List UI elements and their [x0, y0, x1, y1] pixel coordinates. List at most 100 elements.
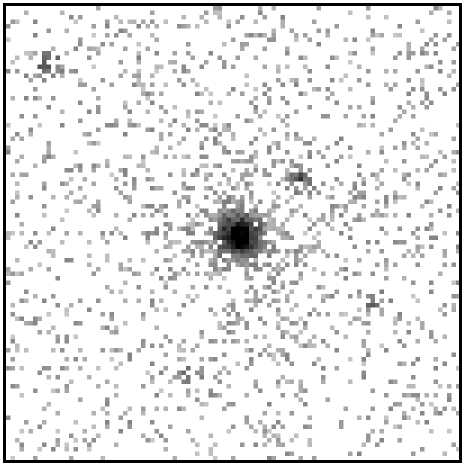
- pixel: [55, 55, 60, 60]
- pixel: [415, 69, 420, 74]
- pixel: [127, 19, 132, 24]
- pixel: [154, 24, 159, 29]
- pixel: [294, 393, 299, 398]
- pixel: [145, 109, 150, 114]
- pixel: [6, 145, 11, 150]
- pixel: [285, 136, 290, 141]
- pixel: [231, 339, 236, 344]
- pixel: [186, 69, 191, 74]
- pixel: [442, 406, 447, 411]
- pixel: [199, 163, 204, 168]
- pixel: [267, 87, 272, 92]
- pixel: [249, 285, 254, 290]
- pixel: [186, 249, 191, 254]
- pixel: [397, 24, 402, 29]
- pixel: [447, 397, 452, 402]
- pixel: [141, 163, 146, 168]
- pixel: [397, 424, 402, 429]
- pixel: [357, 451, 362, 456]
- pixel: [253, 267, 258, 272]
- pixel: [78, 100, 83, 105]
- pixel: [10, 303, 15, 308]
- pixel: [267, 222, 272, 227]
- pixel: [307, 343, 312, 348]
- pixel: [222, 352, 227, 357]
- pixel: [406, 181, 411, 186]
- pixel: [28, 429, 33, 434]
- pixel: [10, 231, 15, 236]
- pixel: [316, 28, 321, 33]
- pixel: [226, 312, 231, 317]
- pixel: [208, 262, 213, 267]
- pixel: [280, 226, 285, 231]
- pixel: [60, 348, 65, 353]
- pixel: [222, 208, 227, 213]
- pixel: [289, 213, 294, 218]
- pixel: [393, 321, 398, 326]
- pixel: [199, 253, 204, 258]
- pixel: [451, 46, 456, 51]
- pixel: [253, 253, 258, 258]
- pixel: [294, 172, 299, 177]
- pixel: [276, 267, 281, 272]
- pixel: [321, 217, 326, 222]
- pixel: [420, 411, 425, 416]
- pixel: [42, 204, 47, 209]
- pixel: [298, 379, 303, 384]
- pixel: [213, 190, 218, 195]
- pixel: [60, 181, 65, 186]
- pixel: [226, 235, 231, 240]
- pixel: [10, 172, 15, 177]
- pixel: [420, 244, 425, 249]
- pixel: [10, 136, 15, 141]
- pixel: [132, 73, 137, 78]
- pixel: [339, 420, 344, 425]
- pixel: [379, 168, 384, 173]
- pixel: [19, 222, 24, 227]
- pixel: [100, 456, 105, 461]
- pixel: [276, 114, 281, 119]
- pixel: [141, 384, 146, 389]
- pixel: [240, 244, 245, 249]
- pixel: [87, 208, 92, 213]
- pixel: [190, 78, 195, 83]
- pixel: [159, 186, 164, 191]
- pixel: [15, 438, 20, 443]
- pixel: [289, 307, 294, 312]
- pixel: [24, 96, 29, 101]
- pixel: [208, 186, 213, 191]
- pixel: [64, 384, 69, 389]
- pixel: [375, 33, 380, 38]
- pixel: [271, 6, 276, 11]
- pixel: [10, 60, 15, 65]
- pixel: [163, 447, 168, 452]
- pixel: [267, 271, 272, 276]
- pixel: [294, 33, 299, 38]
- pixel: [253, 303, 258, 308]
- pixel: [258, 298, 263, 303]
- pixel: [222, 258, 227, 263]
- pixel: [199, 109, 204, 114]
- pixel: [51, 348, 56, 353]
- pixel: [249, 361, 254, 366]
- pixel: [343, 406, 348, 411]
- pixel: [46, 249, 51, 254]
- pixel: [411, 141, 416, 146]
- pixel: [348, 199, 353, 204]
- pixel: [361, 343, 366, 348]
- pixel: [69, 190, 74, 195]
- pixel: [208, 172, 213, 177]
- pixel: [298, 154, 303, 159]
- pixel: [298, 190, 303, 195]
- pixel: [415, 186, 420, 191]
- pixel: [186, 42, 191, 47]
- pixel: [442, 37, 447, 42]
- pixel: [19, 298, 24, 303]
- pixel: [307, 415, 312, 420]
- pixel: [172, 271, 177, 276]
- pixel: [289, 361, 294, 366]
- pixel: [267, 226, 272, 231]
- pixel: [15, 348, 20, 353]
- pixel: [132, 123, 137, 128]
- pixel: [267, 96, 272, 101]
